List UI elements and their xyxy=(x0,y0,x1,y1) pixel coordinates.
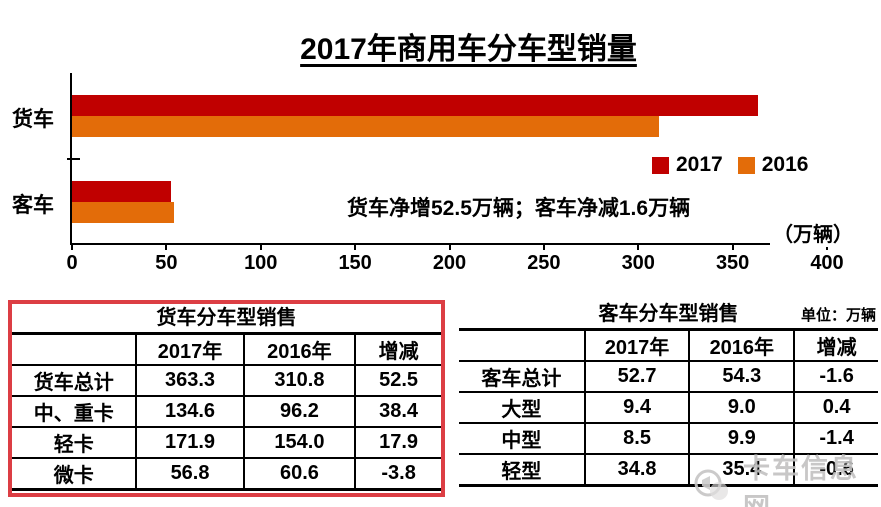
cell-value: -0.6 xyxy=(793,454,878,486)
column-header: 2016年 xyxy=(688,329,795,362)
chart-title: 2017年商用车分车型销量 xyxy=(300,33,637,66)
x-axis-tick xyxy=(542,243,545,250)
cell-value: 154.0 xyxy=(242,427,356,459)
column-header xyxy=(459,329,585,362)
column-header: 增减 xyxy=(354,333,441,366)
table-row: 客车总计 52.7 54.3 -1.6 xyxy=(459,361,878,393)
x-axis-tick-label: 400 xyxy=(810,252,844,274)
cell-value: 9.4 xyxy=(583,392,690,424)
legend-swatch-2016 xyxy=(737,156,755,174)
cell-value: 35.4 xyxy=(688,454,795,486)
legend-label: 2017 xyxy=(676,153,723,176)
column-header: 2016年 xyxy=(242,333,356,366)
cell-value: 8.5 xyxy=(583,423,690,455)
x-axis-tick-label: 200 xyxy=(432,252,467,274)
x-axis-tick-label: 300 xyxy=(621,252,655,274)
bus-table-title: 客车分车型销售 xyxy=(598,303,739,325)
row-label: 轻卡 xyxy=(12,427,137,459)
x-axis-tick xyxy=(637,243,640,250)
cell-value: 52.5 xyxy=(354,365,441,397)
header-row: 2017年 2016年 增减 xyxy=(459,329,878,362)
cell-value: -3.8 xyxy=(354,458,441,490)
table-row: 中型 8.5 9.9 -1.4 xyxy=(459,423,878,455)
x-axis-tick-label: 250 xyxy=(527,252,561,274)
cell-value: 38.4 xyxy=(354,396,441,428)
bus-table: 2017年 2016年 增减 客车总计 52.7 54.3 -1.6 大型 9.4 9.0 0.4 中… xyxy=(459,328,878,487)
bus-table-unit-note: 单位：万辆 xyxy=(800,307,876,324)
x-axis-tick xyxy=(354,243,357,250)
bus-table-panel: 客车分车型销售 单位：万辆 2017年 2016年 增减 客车总计 52.7 54.3 -1… xyxy=(459,300,878,487)
chart-annotation: 货车净增52.5万辆；客车净减1.6万辆 xyxy=(347,197,691,220)
x-axis-tick-label: 150 xyxy=(338,252,372,274)
cell-value: 171.9 xyxy=(135,427,244,459)
cell-value: 56.8 xyxy=(135,458,244,490)
row-label: 货车总计 xyxy=(12,365,137,397)
row-label: 客车总计 xyxy=(459,361,585,393)
legend-item-2017: 2017 xyxy=(652,153,723,177)
cell-value: 60.6 xyxy=(242,458,356,490)
cell-value: 310.8 xyxy=(242,365,356,397)
truck-table: 2017年 2016年 增减 货车总计 363.3 310.8 52.5 中、重卡 134.6 9… xyxy=(12,332,441,491)
column-header: 2017年 xyxy=(135,333,244,366)
column-header xyxy=(12,333,137,366)
cell-value: 0.4 xyxy=(793,392,878,424)
column-header: 2017年 xyxy=(583,329,690,362)
x-axis-tick xyxy=(165,243,168,250)
cell-value: 52.7 xyxy=(583,361,690,393)
cell-value: -1.4 xyxy=(793,423,878,455)
table-row: 微卡 56.8 60.6 -3.8 xyxy=(12,458,441,490)
bar-货车-2016 xyxy=(72,116,659,137)
column-header: 增减 xyxy=(793,329,878,362)
row-label: 中、重卡 xyxy=(12,396,137,428)
cell-value: -1.6 xyxy=(793,361,878,393)
row-label: 中型 xyxy=(459,423,585,455)
category-label: 客车 xyxy=(12,194,54,217)
x-axis-tick-label: 0 xyxy=(66,252,78,274)
cell-value: 54.3 xyxy=(688,361,795,393)
table-row: 货车总计 363.3 310.8 52.5 xyxy=(12,365,441,397)
table-row: 大型 9.4 9.0 0.4 xyxy=(459,392,878,424)
truck-table-title: 货车分车型销售 xyxy=(156,307,297,329)
legend-swatch-2017 xyxy=(652,156,669,174)
y-axis-tick xyxy=(67,158,80,160)
table-row: 轻型 34.8 35.4 -0.6 xyxy=(459,454,878,486)
table-row: 轻卡 171.9 154.0 17.9 xyxy=(12,427,441,459)
legend-item-2016: 2016 xyxy=(737,153,809,177)
category-label: 货车 xyxy=(12,108,54,131)
legend-label: 2016 xyxy=(761,153,809,176)
bar-客车-2017 xyxy=(72,181,172,202)
bar-chart-plot-area: 货车客车 0 50 100 150 200 250 300 350 400 xyxy=(12,73,844,274)
x-axis-tick-label: 50 xyxy=(155,252,178,274)
bar-货车-2017 xyxy=(72,95,758,116)
x-axis-tick xyxy=(71,243,73,250)
cell-value: 96.2 xyxy=(242,396,356,428)
x-axis-tick xyxy=(448,243,451,250)
cell-value: 34.8 xyxy=(583,454,690,486)
table-row: 中、重卡 134.6 96.2 38.4 xyxy=(12,396,441,428)
bus-table-title-row: 客车分车型销售 单位：万辆 xyxy=(459,300,878,328)
row-label: 微卡 xyxy=(53,465,94,487)
truck-table-panel: 货车分车型销售 2017年 2016年 增减 货车总计 363.3 310.8 52.5 中、… xyxy=(8,300,445,497)
cell-value: 9.0 xyxy=(688,392,795,424)
header-row: 2017年 2016年 增减 xyxy=(12,333,441,366)
row-label: 轻型 xyxy=(501,461,542,483)
bar-客车-2016 xyxy=(72,202,175,223)
cell-value: 134.6 xyxy=(135,396,244,428)
x-axis-tick-label: 100 xyxy=(244,252,278,274)
cell-value: 9.9 xyxy=(688,423,795,455)
x-axis-tick xyxy=(259,243,262,250)
cell-value: 363.3 xyxy=(135,365,244,397)
x-axis-tick-label: 350 xyxy=(715,252,750,274)
chart-legend: 2017 2016 xyxy=(652,153,808,177)
x-axis-tick xyxy=(731,243,734,250)
axis-unit-label: （万辆） xyxy=(770,218,856,247)
row-label: 大型 xyxy=(459,392,585,424)
cell-value: 17.9 xyxy=(354,427,441,459)
